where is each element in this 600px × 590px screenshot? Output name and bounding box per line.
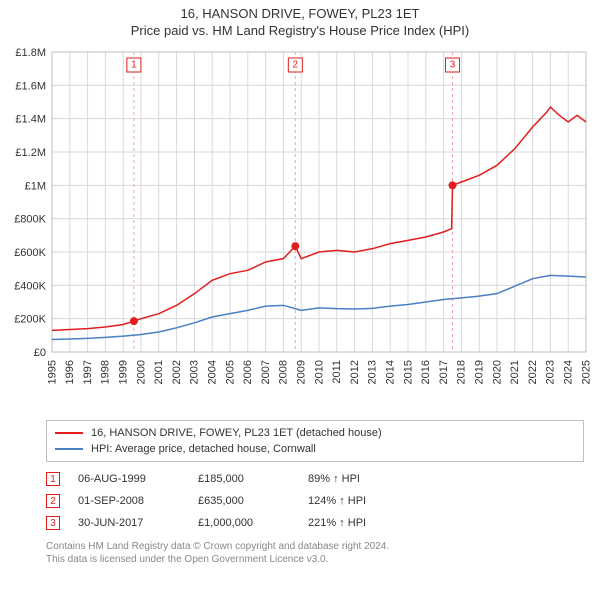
event-price-2: £635,000 — [198, 495, 308, 507]
svg-text:1995: 1995 — [46, 360, 58, 384]
event-date-2: 01-SEP-2008 — [78, 495, 198, 507]
event-date-1: 06-AUG-1999 — [78, 473, 198, 485]
svg-text:£1.4M: £1.4M — [15, 114, 46, 126]
event-pct-1: 89% ↑ HPI — [308, 473, 418, 485]
svg-text:2000: 2000 — [135, 360, 147, 384]
svg-text:£1M: £1M — [25, 180, 46, 192]
event-pct-2: 124% ↑ HPI — [308, 495, 418, 507]
svg-text:2010: 2010 — [313, 360, 325, 384]
svg-text:2001: 2001 — [153, 360, 165, 384]
footer-line1: Contains HM Land Registry data © Crown c… — [46, 540, 592, 553]
svg-text:1999: 1999 — [117, 360, 129, 384]
event-row-2: 2 01-SEP-2008 £635,000 124% ↑ HPI — [46, 490, 592, 512]
event-marker-3: 3 — [46, 516, 60, 530]
svg-text:£0: £0 — [34, 347, 46, 359]
svg-text:2018: 2018 — [456, 360, 468, 384]
svg-text:£600K: £600K — [14, 247, 46, 259]
svg-text:2013: 2013 — [367, 360, 379, 384]
footer: Contains HM Land Registry data © Crown c… — [46, 540, 592, 566]
events-table: 1 06-AUG-1999 £185,000 89% ↑ HPI 2 01-SE… — [46, 468, 592, 534]
title-line2: Price paid vs. HM Land Registry's House … — [8, 23, 592, 38]
svg-text:2002: 2002 — [171, 360, 183, 384]
svg-text:2019: 2019 — [474, 360, 486, 384]
svg-text:£1.6M: £1.6M — [15, 80, 46, 92]
svg-text:2021: 2021 — [509, 360, 521, 384]
svg-text:2024: 2024 — [563, 360, 575, 384]
svg-text:2006: 2006 — [242, 360, 254, 384]
svg-text:2015: 2015 — [402, 360, 414, 384]
event-price-3: £1,000,000 — [198, 517, 308, 529]
legend-swatch-2 — [55, 448, 83, 450]
svg-text:2025: 2025 — [580, 360, 592, 384]
svg-text:2005: 2005 — [224, 360, 236, 384]
event-marker-1: 1 — [46, 472, 60, 486]
svg-text:2023: 2023 — [545, 360, 557, 384]
legend-label-2: HPI: Average price, detached house, Corn… — [91, 443, 316, 455]
svg-text:2012: 2012 — [349, 360, 361, 384]
svg-text:£1.8M: £1.8M — [15, 47, 46, 59]
svg-text:3: 3 — [450, 60, 456, 71]
event-row-1: 1 06-AUG-1999 £185,000 89% ↑ HPI — [46, 468, 592, 490]
svg-text:2008: 2008 — [278, 360, 290, 384]
event-price-1: £185,000 — [198, 473, 308, 485]
legend-label-1: 16, HANSON DRIVE, FOWEY, PL23 1ET (detac… — [91, 427, 382, 439]
chart-area: £0 £200K £400K £600K £800K £1M £1.2M £1.4M £1.6M… — [8, 44, 592, 414]
title-block: 16, HANSON DRIVE, FOWEY, PL23 1ET Price … — [8, 6, 592, 38]
svg-text:2007: 2007 — [260, 360, 272, 384]
legend-swatch-1 — [55, 432, 83, 434]
legend: 16, HANSON DRIVE, FOWEY, PL23 1ET (detac… — [46, 420, 584, 462]
chart-svg: £0 £200K £400K £600K £800K £1M £1.2M £1.4M £1.6M… — [8, 44, 592, 414]
svg-text:2004: 2004 — [206, 360, 218, 384]
svg-text:£800K: £800K — [14, 214, 46, 226]
svg-text:2022: 2022 — [527, 360, 539, 384]
svg-text:£200K: £200K — [14, 314, 46, 326]
title-line1: 16, HANSON DRIVE, FOWEY, PL23 1ET — [8, 6, 592, 21]
event-marker-2: 2 — [46, 494, 60, 508]
svg-text:2003: 2003 — [189, 360, 201, 384]
svg-text:1997: 1997 — [82, 360, 94, 384]
svg-text:1: 1 — [131, 60, 137, 71]
chart-container: 16, HANSON DRIVE, FOWEY, PL23 1ET Price … — [0, 0, 600, 570]
legend-row-1: 16, HANSON DRIVE, FOWEY, PL23 1ET (detac… — [55, 425, 575, 441]
svg-text:2009: 2009 — [296, 360, 308, 384]
svg-text:2014: 2014 — [385, 360, 397, 384]
svg-text:2016: 2016 — [420, 360, 432, 384]
footer-line2: This data is licensed under the Open Gov… — [46, 553, 592, 566]
svg-text:2020: 2020 — [491, 360, 503, 384]
svg-text:1996: 1996 — [64, 360, 76, 384]
event-pct-3: 221% ↑ HPI — [308, 517, 418, 529]
svg-text:2017: 2017 — [438, 360, 450, 384]
event-date-3: 30-JUN-2017 — [78, 517, 198, 529]
svg-text:2011: 2011 — [331, 360, 343, 384]
legend-row-2: HPI: Average price, detached house, Corn… — [55, 441, 575, 457]
event-row-3: 3 30-JUN-2017 £1,000,000 221% ↑ HPI — [46, 512, 592, 534]
svg-text:1998: 1998 — [100, 360, 112, 384]
svg-text:£400K: £400K — [14, 280, 46, 292]
svg-text:£1.2M: £1.2M — [15, 147, 46, 159]
svg-text:2: 2 — [293, 60, 299, 71]
